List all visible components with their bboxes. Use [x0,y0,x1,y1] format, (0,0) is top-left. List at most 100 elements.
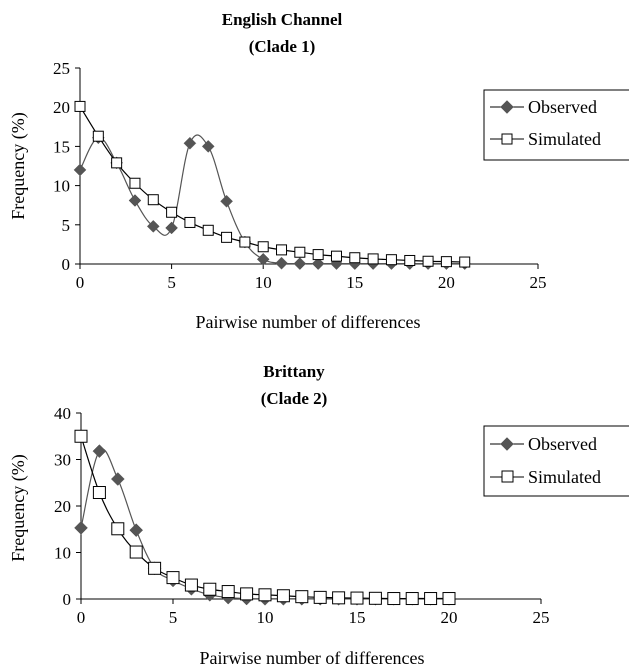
simulated-point [184,216,196,228]
x-tick-label: 15 [346,273,363,292]
x-tick-label: 25 [533,608,550,627]
simulated-point [276,589,290,603]
simulated-point [442,592,456,606]
x-axis-label: Pairwise number of differences [195,312,420,332]
y-tick-label: 40 [54,404,71,423]
simulated-point [147,194,159,206]
observed-point [110,472,125,486]
legend: Observed Simulated [483,89,629,161]
simulated-point [424,592,438,606]
x-tick-label: 0 [76,273,85,292]
simulated-point [129,545,143,559]
x-tick-label: 5 [169,608,178,627]
simulated-point [92,130,104,142]
simulated-point [166,571,180,585]
simulated-point [404,254,416,266]
simulated-point [422,255,434,267]
y-axis-label: Frequency (%) [8,112,29,219]
simulated-point [350,591,364,605]
legend-simulated-label: Simulated [528,467,601,487]
simulated-point [276,244,288,256]
observed-point [73,163,87,177]
legend: Observed Simulated [483,425,629,497]
simulated-point [405,592,419,606]
y-tick-label: 10 [53,177,70,196]
simulated-point [294,246,306,258]
observed-point [311,257,325,270]
simulated-point [332,591,346,605]
simulated-point [166,206,178,218]
x-axis-label: Pairwise number of differences [199,648,424,668]
simulated-point [92,486,106,500]
simulated-point [129,177,141,189]
y-tick-label: 25 [53,59,70,78]
y-tick-label: 0 [63,590,72,609]
y-axis-label: Frequency (%) [8,454,29,561]
simulated-point [387,592,401,606]
simulated-point [257,241,269,253]
series-line-simulated [79,106,465,263]
simulated-point [111,157,123,169]
observed-point [92,444,107,458]
simulated-point [313,590,327,604]
y-tick-label: 20 [53,98,70,117]
legend-simulated-marker [501,133,513,145]
x-tick-label: 0 [77,608,86,627]
simulated-point [385,254,397,266]
simulated-point [312,249,324,261]
simulated-point [295,590,309,604]
observed-point [293,257,307,270]
observed-point [74,521,88,535]
chart-subtitle: (Clade 1) [249,37,316,56]
simulated-point [184,578,198,592]
observed-point [220,194,233,208]
legend-box [483,425,629,497]
observed-point [165,221,178,235]
observed-point [275,256,288,270]
chart-subtitle: (Clade 2) [261,389,328,408]
x-tick-label: 20 [438,273,455,292]
simulated-point [349,252,361,264]
simulated-point [239,236,251,248]
y-tick-label: 10 [54,544,71,563]
simulated-point [367,253,379,265]
chart-title: Brittany [263,362,325,381]
legend-observed-marker [500,100,514,114]
simulated-point [74,100,86,112]
simulated-point [221,231,233,243]
y-tick-label: 5 [62,216,71,235]
plot-area: 0 10 20 30 40 0 5 10 15 20 25 [54,404,550,627]
y-tick-label: 20 [54,497,71,516]
simulated-point [202,224,214,236]
legend-observed-label: Observed [528,97,597,117]
simulated-point [330,250,342,262]
x-tick-label: 25 [530,273,547,292]
simulated-point [111,522,125,536]
y-tick-label: 30 [54,451,71,470]
x-tick-label: 5 [167,273,176,292]
x-tick-label: 20 [441,608,458,627]
observed-point [256,252,270,266]
simulated-point [221,585,235,599]
x-tick-label: 10 [257,608,274,627]
observed-point [146,220,160,233]
x-tick-label: 15 [349,608,366,627]
observed-point [183,136,197,150]
legend-observed-label: Observed [528,434,597,454]
legend-observed-marker [500,437,514,451]
x-tick-label: 10 [255,273,272,292]
simulated-point [368,591,382,605]
observed-point [128,194,142,207]
series-line-observed [79,134,465,265]
y-tick-label: 0 [62,255,71,274]
simulated-point [148,561,162,575]
chart-brittany: Brittany (Clade 2) Pairwise number of di… [8,362,629,668]
simulated-point [459,256,471,268]
series-line-simulated [80,436,449,600]
y-tick-label: 15 [53,137,70,156]
simulated-point [74,429,88,443]
legend-simulated-label: Simulated [528,129,601,149]
simulated-point [203,582,217,596]
chart-english-channel: English Channel (Clade 1) Pairwise numbe… [8,10,629,332]
